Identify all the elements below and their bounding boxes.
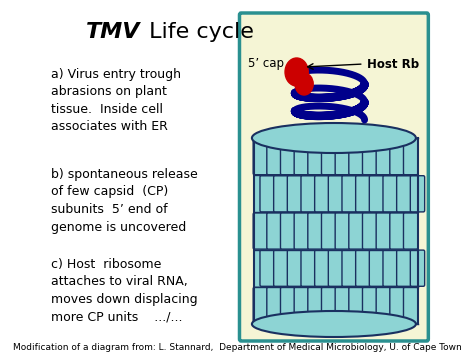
FancyBboxPatch shape (410, 250, 425, 286)
Text: Modification of a diagram from: L. Stannard,  Department of Medical Microbiology: Modification of a diagram from: L. Stann… (13, 343, 461, 352)
FancyBboxPatch shape (376, 287, 391, 323)
FancyBboxPatch shape (315, 176, 329, 212)
FancyBboxPatch shape (260, 250, 274, 286)
FancyBboxPatch shape (308, 287, 322, 323)
FancyBboxPatch shape (281, 213, 295, 249)
FancyBboxPatch shape (321, 213, 336, 249)
FancyBboxPatch shape (335, 213, 349, 249)
FancyBboxPatch shape (335, 138, 349, 175)
FancyBboxPatch shape (267, 287, 281, 323)
Bar (255, 138, 419, 324)
Text: a) Virus entry trough
abrasions on plant
tissue.  Inside cell
associates with ER: a) Virus entry trough abrasions on plant… (51, 68, 181, 133)
FancyBboxPatch shape (383, 250, 397, 286)
FancyBboxPatch shape (328, 176, 343, 212)
FancyBboxPatch shape (267, 138, 281, 175)
FancyBboxPatch shape (308, 138, 322, 175)
FancyBboxPatch shape (349, 213, 363, 249)
FancyBboxPatch shape (390, 287, 404, 323)
Ellipse shape (252, 311, 416, 337)
FancyBboxPatch shape (267, 213, 281, 249)
Text: b) spontaneous release
of few capsid  (CP)
subunits  5’ end of
genome is uncover: b) spontaneous release of few capsid (CP… (51, 168, 197, 234)
FancyBboxPatch shape (308, 213, 322, 249)
FancyBboxPatch shape (356, 250, 370, 286)
FancyBboxPatch shape (315, 250, 329, 286)
FancyBboxPatch shape (369, 176, 383, 212)
FancyBboxPatch shape (383, 176, 397, 212)
FancyBboxPatch shape (356, 176, 370, 212)
FancyBboxPatch shape (397, 250, 411, 286)
FancyBboxPatch shape (369, 250, 383, 286)
FancyBboxPatch shape (403, 287, 418, 323)
FancyBboxPatch shape (403, 213, 418, 249)
FancyBboxPatch shape (273, 176, 288, 212)
FancyBboxPatch shape (253, 213, 267, 249)
FancyBboxPatch shape (335, 287, 349, 323)
FancyBboxPatch shape (294, 138, 309, 175)
Ellipse shape (252, 123, 416, 153)
FancyBboxPatch shape (253, 287, 267, 323)
FancyBboxPatch shape (273, 250, 288, 286)
FancyBboxPatch shape (301, 176, 315, 212)
FancyBboxPatch shape (294, 287, 309, 323)
FancyBboxPatch shape (321, 138, 336, 175)
FancyBboxPatch shape (363, 138, 377, 175)
FancyBboxPatch shape (410, 176, 425, 212)
Text: Life cycle: Life cycle (142, 22, 254, 42)
FancyBboxPatch shape (397, 176, 411, 212)
FancyBboxPatch shape (390, 213, 404, 249)
FancyBboxPatch shape (376, 138, 391, 175)
Circle shape (285, 58, 308, 86)
Text: TMV: TMV (86, 22, 140, 42)
FancyBboxPatch shape (363, 213, 377, 249)
Text: c) Host  ribosome
attaches to viral RNA,
moves down displacing
more CP units    : c) Host ribosome attaches to viral RNA, … (51, 258, 197, 323)
FancyBboxPatch shape (287, 250, 301, 286)
FancyBboxPatch shape (281, 287, 295, 323)
FancyBboxPatch shape (287, 176, 301, 212)
FancyBboxPatch shape (328, 250, 343, 286)
FancyBboxPatch shape (349, 287, 363, 323)
FancyBboxPatch shape (342, 176, 356, 212)
FancyBboxPatch shape (281, 138, 295, 175)
FancyBboxPatch shape (403, 138, 418, 175)
FancyBboxPatch shape (390, 138, 404, 175)
FancyBboxPatch shape (294, 213, 309, 249)
FancyBboxPatch shape (301, 250, 315, 286)
FancyBboxPatch shape (349, 138, 363, 175)
FancyBboxPatch shape (342, 250, 356, 286)
FancyBboxPatch shape (376, 213, 391, 249)
Text: Host Rb: Host Rb (367, 58, 419, 71)
Text: 5’ cap: 5’ cap (248, 58, 284, 71)
Circle shape (295, 73, 313, 95)
FancyBboxPatch shape (239, 13, 428, 341)
Bar (255, 138, 419, 324)
FancyBboxPatch shape (321, 287, 336, 323)
FancyBboxPatch shape (260, 176, 274, 212)
FancyBboxPatch shape (363, 287, 377, 323)
FancyBboxPatch shape (253, 138, 267, 175)
